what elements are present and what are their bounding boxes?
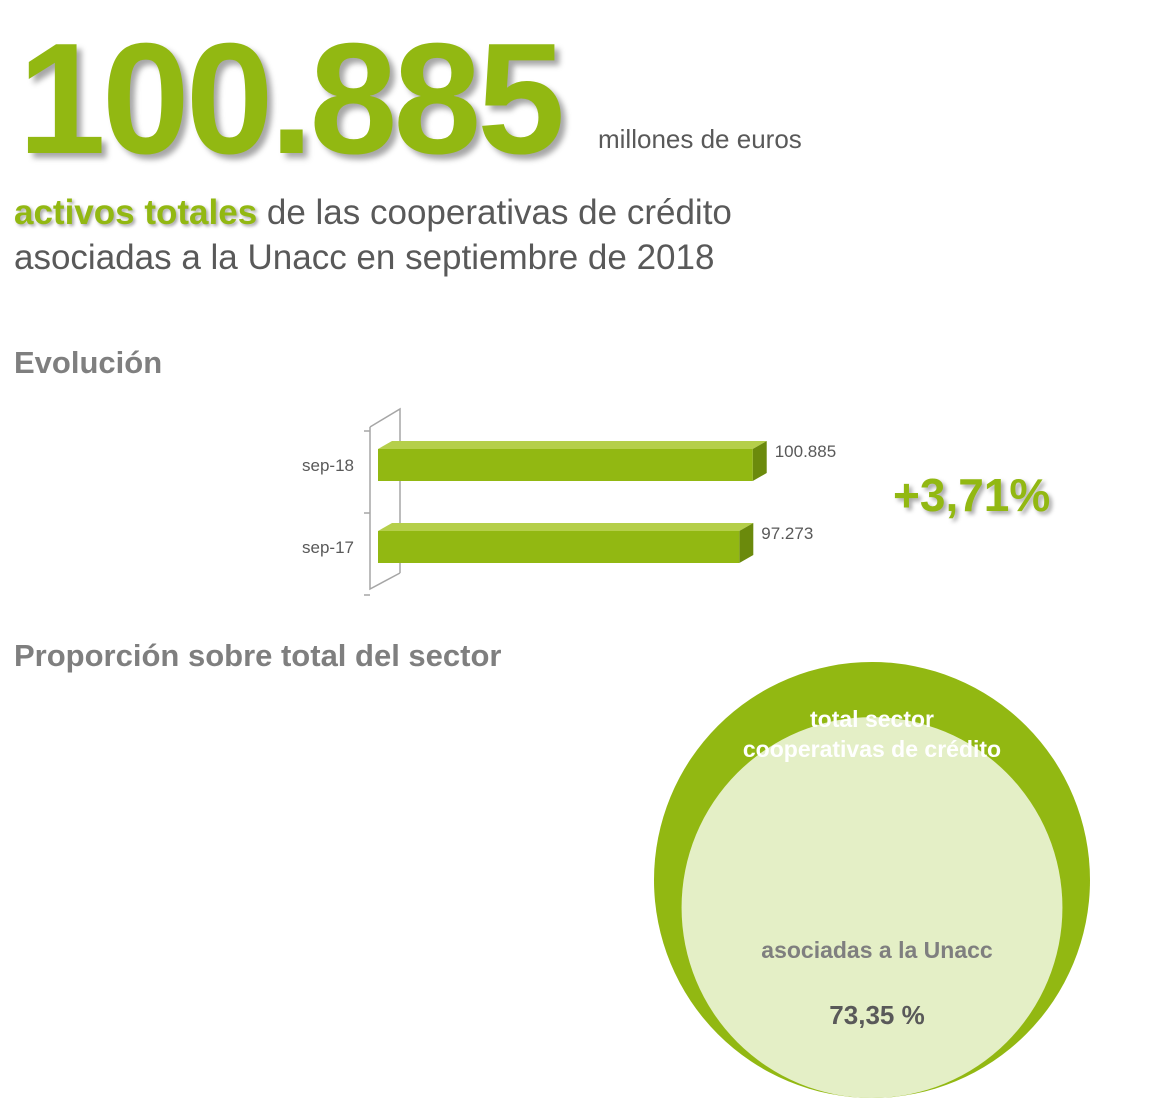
total-assets-value: 100.885	[18, 11, 565, 187]
bar-top-face	[378, 523, 754, 531]
category-label: sep-18	[302, 456, 354, 475]
axis-base	[369, 427, 401, 591]
inner-circle	[681, 717, 1063, 1098]
bar-top-face	[378, 441, 767, 449]
bar-sep-18	[378, 449, 753, 481]
inner-value-label: 73,35 %	[829, 1000, 924, 1030]
headline-text: activos totales de las cooperativas de c…	[14, 190, 914, 280]
value-label: 100.885	[775, 442, 836, 461]
headline-line1-rest: de las cooperativas de crédito	[257, 193, 732, 232]
unit-label: millones de euros	[598, 124, 802, 154]
headline-highlight: activos totales	[14, 193, 258, 232]
category-label: sep-17	[302, 538, 354, 557]
headline-line2: asociadas a la Unacc en septiembre de 20…	[14, 238, 715, 277]
inner-label: asociadas a la Unacc	[761, 937, 993, 963]
bar-sep-17	[378, 531, 740, 563]
percent-change: +3,71%	[893, 469, 1051, 521]
bar-side-face	[752, 441, 767, 481]
outer-label-line2: cooperativas de crédito	[743, 736, 1001, 762]
axis-back	[369, 407, 401, 573]
outer-label-line1: total sector	[810, 706, 934, 732]
evolucion-title: Evolución	[14, 345, 163, 380]
bar-side-face	[739, 523, 754, 563]
value-label: 97.273	[761, 524, 813, 543]
proporcion-title: Proporción sobre total del sector	[14, 638, 502, 673]
